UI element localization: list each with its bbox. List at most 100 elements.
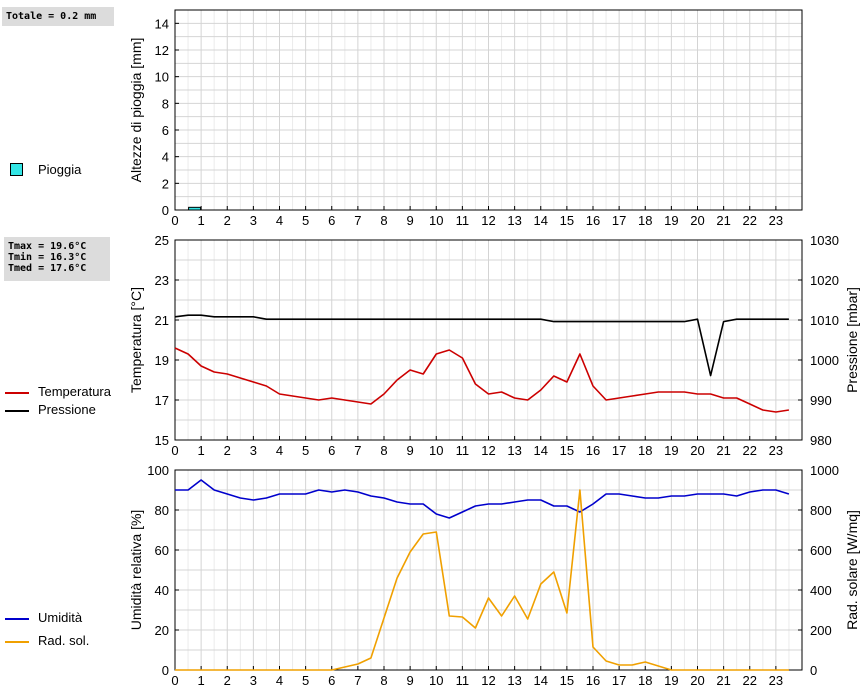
panel1-x-tick-label: 14 xyxy=(534,213,548,228)
panel2-x-tick-label: 20 xyxy=(690,443,704,458)
panel3-series-rad-sol--line xyxy=(175,489,789,671)
panel1-x-tick-label: 1 xyxy=(198,213,205,228)
panel1-x-tick-label: 2 xyxy=(224,213,231,228)
panel1-x-tick-label: 9 xyxy=(407,213,414,228)
panel2-x-tick-label: 22 xyxy=(743,443,757,458)
panel3-x-tick-label: 7 xyxy=(354,673,361,688)
panel1-x-tick-label: 23 xyxy=(769,213,783,228)
panel3-x-tick-label: 0 xyxy=(171,673,178,688)
panel1-x-tick-label: 10 xyxy=(429,213,443,228)
panel1-x-tick-label: 19 xyxy=(664,213,678,228)
panel1-x-tick-label: 22 xyxy=(743,213,757,228)
panel3-x-tick-label: 8 xyxy=(380,673,387,688)
panel2-x-tick-label: 18 xyxy=(638,443,652,458)
panel1-x-tick-label: 3 xyxy=(250,213,257,228)
panel3-x-tick-label: 1 xyxy=(198,673,205,688)
panel1-series-pioggia-bar xyxy=(188,206,202,211)
panel3-x-tick-label: 15 xyxy=(560,673,574,688)
panel2-x-tick-label: 0 xyxy=(171,443,178,458)
panel2-y2-tick-label: 1030 xyxy=(810,233,839,248)
tmed-text: Tmed = 17.6°C xyxy=(8,263,87,274)
panel2-x-tick-label: 1 xyxy=(198,443,205,458)
panel1-x-tick-label: 7 xyxy=(354,213,361,228)
panel3-x-tick-label: 23 xyxy=(769,673,783,688)
panel3-x-tick-label: 16 xyxy=(586,673,600,688)
panel1-x-tick-label: 16 xyxy=(586,213,600,228)
panel3-x-tick-label: 4 xyxy=(276,673,283,688)
temperature-swatch xyxy=(5,392,29,394)
panel1-x-tick-label: 4 xyxy=(276,213,283,228)
panel2-y-tick-label: 17 xyxy=(155,393,169,408)
panel3-x-tick-label: 2 xyxy=(224,673,231,688)
panel3-y2-tick-label: 600 xyxy=(810,543,832,558)
panel3-y2-tick-label: 1000 xyxy=(810,463,839,478)
panel3-x-tick-label: 18 xyxy=(638,673,652,688)
panel2-y-tick-label: 25 xyxy=(155,233,169,248)
panel2-x-tick-label: 7 xyxy=(354,443,361,458)
panel2-y2-tick-label: 990 xyxy=(810,393,832,408)
panel3-x-tick-label: 22 xyxy=(743,673,757,688)
panel3-y-tick-label: 20 xyxy=(155,623,169,638)
panel1-x-tick-label: 11 xyxy=(456,213,470,228)
panel1-x-tick-label: 13 xyxy=(507,213,521,228)
panel1-x-tick-label: 6 xyxy=(328,213,335,228)
panel2-x-tick-label: 19 xyxy=(664,443,678,458)
panel3-y-tick-label: 40 xyxy=(155,583,169,598)
panel3-x-tick-label: 10 xyxy=(429,673,443,688)
panel3-y-axis-label: Umidità relativa [%] xyxy=(128,510,144,631)
panel3-y-tick-label: 80 xyxy=(155,503,169,518)
panel2-y-tick-label: 15 xyxy=(155,433,169,448)
panel2-x-tick-label: 15 xyxy=(560,443,574,458)
panel1-y-tick-label: 14 xyxy=(155,16,169,31)
humidity-swatch xyxy=(5,618,29,620)
panel3-y-tick-label: 60 xyxy=(155,543,169,558)
panel3-x-tick-label: 3 xyxy=(250,673,257,688)
panel2-series-temperatura-line xyxy=(174,347,790,413)
panel2-x-tick-label: 3 xyxy=(250,443,257,458)
panel1-x-tick-label: 18 xyxy=(638,213,652,228)
panel2-y2-tick-label: 980 xyxy=(810,433,832,448)
panel2-y-tick-label: 23 xyxy=(155,273,169,288)
panel1-y-tick-label: 8 xyxy=(162,96,169,111)
panel1-y-tick-label: 10 xyxy=(155,70,169,85)
panel2-x-tick-label: 23 xyxy=(769,443,783,458)
panel1-y-tick-label: 4 xyxy=(162,150,169,165)
panel3-y2-tick-label: 0 xyxy=(810,663,817,678)
panel2-x-tick-label: 9 xyxy=(407,443,414,458)
tmin-text: Tmin = 16.3°C xyxy=(8,252,87,263)
panel1-x-tick-label: 12 xyxy=(481,213,495,228)
panel1-y-tick-label: 6 xyxy=(162,123,169,138)
panel3-y2-axis-label: Rad. solare [W/mq] xyxy=(844,510,860,630)
panel3-x-tick-label: 5 xyxy=(302,673,309,688)
panel2-x-tick-label: 8 xyxy=(380,443,387,458)
panel2-x-tick-label: 17 xyxy=(612,443,626,458)
panel2-x-tick-label: 5 xyxy=(302,443,309,458)
rain-total-box: Totale = 0.2 mm xyxy=(2,7,114,26)
panel1-y-tick-label: 0 xyxy=(162,203,169,218)
panel2-x-tick-label: 6 xyxy=(328,443,335,458)
panel2-x-tick-label: 16 xyxy=(586,443,600,458)
panel3-x-tick-label: 11 xyxy=(456,673,470,688)
panel2-y-tick-label: 19 xyxy=(155,353,169,368)
legend-label-rain: Pioggia xyxy=(38,162,82,177)
panel1-x-tick-label: 8 xyxy=(380,213,387,228)
panel3-y-tick-label: 0 xyxy=(162,663,169,678)
panel2-x-tick-label: 4 xyxy=(276,443,283,458)
panel3-x-tick-label: 20 xyxy=(690,673,704,688)
panel2-y2-tick-label: 1010 xyxy=(810,313,839,328)
rain-total-text: Totale = 0.2 mm xyxy=(6,11,97,22)
panel3-x-tick-label: 19 xyxy=(664,673,678,688)
panel2-y2-axis-label: Pressione [mbar] xyxy=(844,287,860,393)
panel2-x-tick-label: 11 xyxy=(456,443,470,458)
panel1-y-tick-label: 2 xyxy=(162,176,169,191)
radiation-swatch xyxy=(5,641,29,643)
panel2-x-tick-label: 21 xyxy=(716,443,730,458)
panel2-series-pressione-line xyxy=(174,314,789,377)
panel2-y2-tick-label: 1000 xyxy=(810,353,839,368)
panel3-x-tick-label: 14 xyxy=(534,673,548,688)
rain-swatch xyxy=(10,163,23,176)
panel3-x-tick-label: 13 xyxy=(507,673,521,688)
panel2-x-tick-label: 13 xyxy=(507,443,521,458)
panel3-x-tick-label: 21 xyxy=(716,673,730,688)
